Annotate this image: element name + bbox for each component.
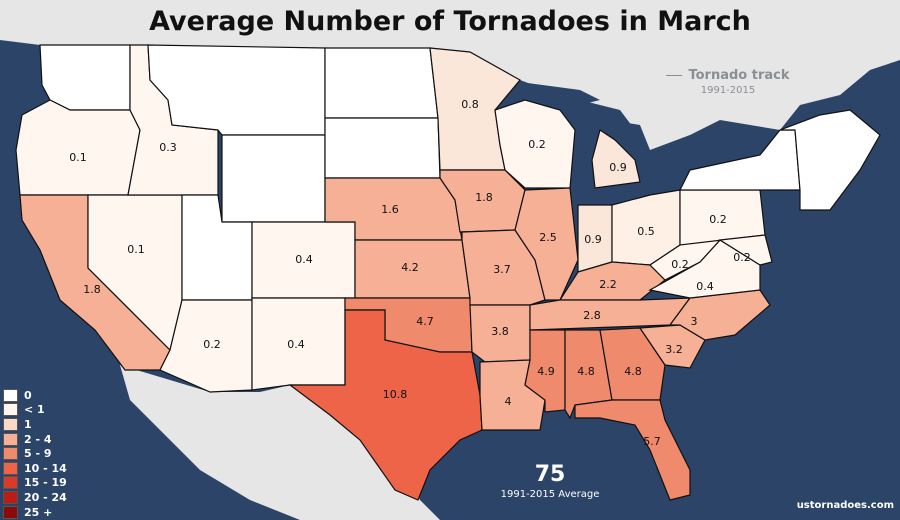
state-value-nm: 0.4 — [287, 338, 305, 351]
legend-swatch — [3, 388, 18, 402]
legend-row: 15 - 19 — [3, 476, 67, 491]
legend-row: 0 — [3, 388, 67, 403]
legend-row: 1 — [3, 417, 67, 432]
state-value-in: 0.9 — [584, 233, 602, 246]
state-value-ms: 4.9 — [537, 365, 555, 378]
state-il — [514, 187, 579, 301]
track-legend-period: 1991-2015 — [700, 85, 756, 96]
legend-swatch — [3, 490, 18, 504]
legend-row: 2 - 4 — [3, 432, 67, 447]
legend-label: 10 - 14 — [24, 461, 67, 475]
credit: ustornadoes.com — [796, 500, 894, 511]
state-value-tx: 10.8 — [383, 388, 408, 401]
legend-swatch — [3, 403, 18, 417]
state-value-wv: 0.2 — [671, 258, 689, 271]
map-title: Average Number of Tornadoes in March — [149, 6, 751, 37]
state-value-fl: 5.7 — [643, 435, 661, 448]
state-value-ks: 4.2 — [401, 261, 419, 274]
state-tx — [288, 309, 483, 501]
state-labels-layer: 0.1 1.8 0.1 0.3 0.2 0.4 0.4 1.6 4.2 4.7 10.8 0.8 1.8… — [69, 98, 751, 448]
state-value-ar: 3.8 — [491, 325, 509, 338]
track-legend: Tornado track 1991-2015 — [658, 68, 798, 96]
total-caption: 1991-2015 Average — [500, 489, 600, 500]
legend-row: 25 + — [3, 505, 67, 520]
lake-michigan — [570, 110, 592, 185]
state-value-nc: 3 — [691, 315, 698, 328]
state-wy — [221, 134, 326, 223]
legend-label: 0 — [24, 388, 32, 402]
state-value-ok: 4.7 — [416, 315, 434, 328]
legend-swatch — [3, 476, 18, 490]
states-layer — [15, 44, 881, 501]
state-value-id: 0.3 — [159, 141, 177, 154]
legend-swatch — [3, 417, 18, 431]
legend-label: < 1 — [24, 403, 45, 417]
legend-swatch — [3, 432, 18, 446]
state-value-ia: 1.8 — [475, 191, 493, 204]
state-value-la: 4 — [505, 395, 512, 408]
legend-row: 20 - 24 — [3, 490, 67, 505]
state-value-nv: 0.1 — [127, 243, 145, 256]
state-value-mo: 3.7 — [493, 263, 511, 276]
state-value-ne: 1.6 — [381, 203, 399, 216]
legend-label: 15 - 19 — [24, 476, 67, 490]
state-value-ga: 4.8 — [624, 365, 642, 378]
state-mt — [147, 44, 326, 136]
state-nd — [324, 47, 439, 119]
legend-label: 5 - 9 — [24, 447, 52, 461]
state-ne-states — [779, 109, 881, 211]
legend-label: 25 + — [24, 505, 53, 519]
state-value-wi: 0.2 — [528, 138, 546, 151]
state-value-or: 0.1 — [69, 151, 87, 164]
state-value-co: 0.4 — [295, 253, 313, 266]
total-box: 75 1991-2015 Average — [470, 462, 630, 500]
state-value-pa: 0.2 — [709, 213, 727, 226]
state-value-mn: 0.8 — [461, 98, 479, 111]
track-legend-label-row: Tornado track — [658, 68, 798, 83]
state-value-az: 0.2 — [203, 338, 221, 351]
legend-label: 20 - 24 — [24, 490, 67, 504]
legend-swatch — [3, 461, 18, 475]
state-value-ky: 2.2 — [599, 278, 617, 291]
track-legend-label: Tornado track — [688, 68, 790, 83]
legend-label: 1 — [24, 417, 32, 431]
state-value-al: 4.8 — [577, 365, 595, 378]
state-mi — [591, 129, 641, 189]
total-value: 75 — [534, 462, 566, 487]
legend-row: 5 - 9 — [3, 446, 67, 461]
canada-land — [0, 0, 900, 150]
state-ga — [599, 327, 666, 401]
state-or — [15, 99, 141, 196]
track-line-icon — [666, 75, 683, 76]
state-value-va: 0.4 — [696, 280, 714, 293]
state-wa — [39, 44, 131, 111]
legend-row: < 1 — [3, 403, 67, 418]
state-value-oh: 0.5 — [637, 225, 655, 238]
state-value-tn: 2.8 — [583, 309, 601, 322]
lake-superior — [520, 82, 600, 110]
lake-huron — [610, 120, 650, 160]
state-value-il: 2.5 — [539, 231, 557, 244]
state-sd — [324, 117, 441, 179]
legend-swatch — [3, 505, 18, 519]
lake-erie — [640, 170, 695, 195]
state-value-mi: 0.9 — [609, 161, 627, 174]
legend-swatch — [3, 447, 18, 461]
state-value-sc: 3.2 — [665, 343, 683, 356]
state-value-md: 0.2 — [733, 251, 751, 264]
state-tn — [529, 297, 692, 331]
state-md — [718, 234, 773, 266]
legend-row: 10 - 14 — [3, 461, 67, 476]
state-value-ca: 1.8 — [83, 283, 101, 296]
legend-label: 2 - 4 — [24, 432, 52, 446]
state-fl — [574, 399, 691, 501]
